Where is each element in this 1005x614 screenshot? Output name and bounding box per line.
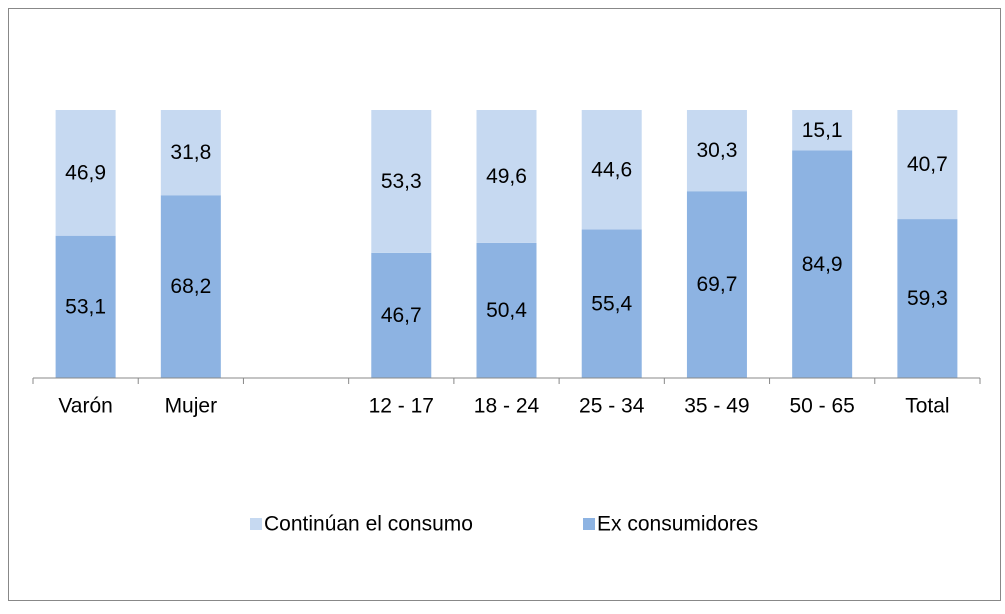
data-label: 68,2 (170, 275, 211, 298)
bar-segment (792, 150, 853, 378)
data-label: 40,7 (907, 153, 948, 176)
bar-segment (476, 242, 537, 378)
x-tick-label: 25 - 34 (579, 395, 645, 418)
bar-segment (371, 252, 432, 378)
data-label: 59,3 (907, 287, 948, 310)
bar-segment (686, 191, 747, 378)
bar-segment (55, 110, 116, 236)
bar-segment (897, 219, 958, 378)
bar-segment (581, 229, 642, 378)
data-label: 84,9 (802, 253, 843, 276)
bar-segment (581, 110, 642, 230)
x-tick-label: Varón (58, 395, 112, 418)
bar-segment (792, 110, 853, 151)
bar-segment (160, 110, 221, 196)
data-label: 46,9 (65, 161, 106, 184)
data-label: 53,1 (65, 295, 106, 318)
x-tick-label: 18 - 24 (474, 395, 540, 418)
data-label: 15,1 (802, 119, 843, 142)
data-label: 55,4 (591, 292, 632, 315)
data-label: 69,7 (697, 273, 738, 296)
x-tick-label: 12 - 17 (369, 395, 434, 418)
bar-segment (476, 110, 537, 243)
data-label: 50,4 (486, 299, 527, 322)
x-tick-label: Mujer (165, 395, 218, 418)
legend-swatch (250, 518, 262, 530)
bar-segment (55, 235, 116, 378)
data-label: 44,6 (591, 158, 632, 181)
data-label: 49,6 (486, 165, 527, 188)
data-label: 31,8 (170, 141, 211, 164)
bar-segment (371, 110, 432, 253)
bar-segment (686, 110, 747, 192)
bar-segment (897, 110, 958, 220)
data-label: 53,3 (381, 170, 422, 193)
data-label: 30,3 (697, 139, 738, 162)
legend-swatch (583, 518, 595, 530)
bar-segment (160, 195, 221, 378)
data-label: 46,7 (381, 304, 422, 327)
x-tick-label: 35 - 49 (684, 395, 749, 418)
x-tick-label: Total (905, 395, 949, 418)
legend-label: Ex consumidores (597, 513, 758, 536)
legend-label: Continúan el consumo (264, 513, 473, 536)
x-tick-label: 50 - 65 (789, 395, 854, 418)
